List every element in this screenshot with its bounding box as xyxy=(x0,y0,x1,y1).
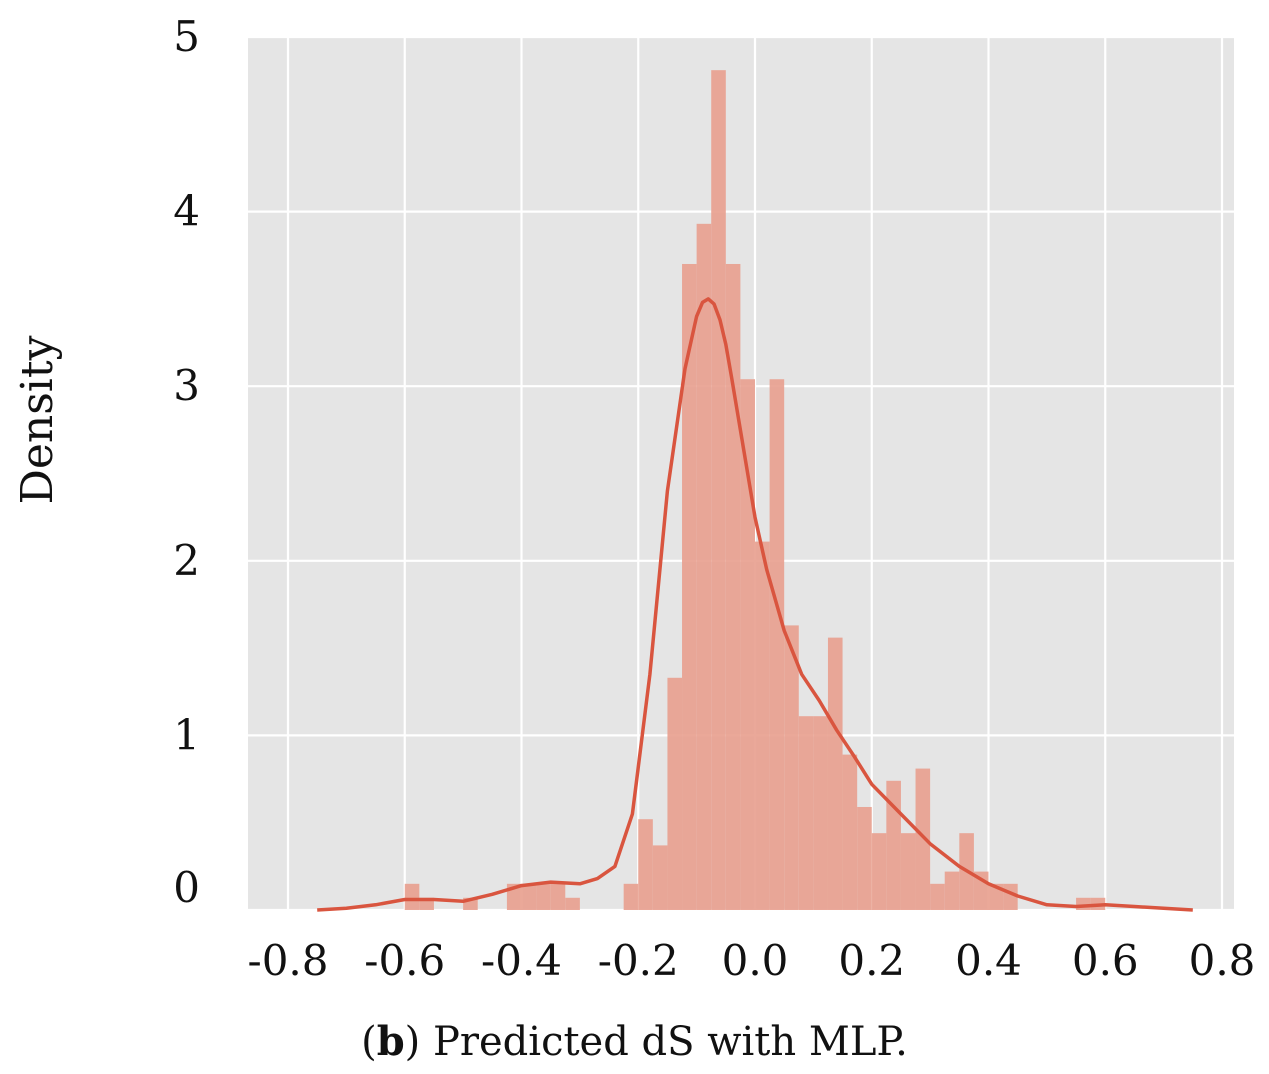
x-tick-label: 0.8 xyxy=(1189,936,1256,985)
histogram-bar xyxy=(667,677,683,910)
caption-letter: b xyxy=(376,1018,405,1065)
histogram-bar xyxy=(565,897,580,910)
histogram-bar xyxy=(886,780,901,910)
y-tick-label: 0 xyxy=(173,863,200,912)
histogram-bar xyxy=(536,883,551,910)
histogram-bar xyxy=(930,883,945,910)
histogram-bar xyxy=(521,883,537,910)
histogram-bar xyxy=(944,871,960,910)
histogram-bar xyxy=(871,833,887,910)
y-tick-label: 1 xyxy=(173,710,200,759)
histogram-bar xyxy=(769,379,785,910)
histogram-bar xyxy=(1076,897,1091,910)
histogram-bar xyxy=(988,883,1004,910)
histogram-bar xyxy=(638,819,653,910)
histogram-bar xyxy=(404,883,420,910)
histogram-bars xyxy=(404,70,1106,911)
histogram-bar xyxy=(798,716,814,910)
x-tick-label: 0.4 xyxy=(955,936,1022,985)
histogram-bar xyxy=(711,70,726,910)
histogram-bar xyxy=(842,754,858,910)
histogram-bar xyxy=(696,223,712,910)
x-tick-label: 0.6 xyxy=(1072,936,1139,985)
histogram-bar xyxy=(915,768,931,910)
histogram-bar xyxy=(682,263,697,911)
y-tick-label: 2 xyxy=(173,536,200,585)
y-axis-ticks: 0 1 2 3 4 5 xyxy=(173,12,200,912)
x-tick-label: 0.0 xyxy=(722,936,789,985)
y-tick-label: 3 xyxy=(173,361,200,410)
x-tick-label: -0.2 xyxy=(598,936,679,985)
y-tick-label: 5 xyxy=(173,12,200,61)
caption-open: ( xyxy=(361,1019,377,1065)
y-tick-label: 4 xyxy=(173,187,200,236)
histogram-bar xyxy=(725,263,741,911)
histogram-bar xyxy=(900,833,916,910)
histogram-bar xyxy=(813,716,828,910)
figure-caption: (b) Predicted dS with MLP. xyxy=(0,1018,1269,1065)
histogram-bar xyxy=(623,883,639,910)
histogram-bar xyxy=(755,541,770,910)
kde-curve xyxy=(317,297,1193,912)
histogram-bar xyxy=(550,883,566,910)
histogram-bar xyxy=(827,637,843,910)
x-tick-label: -0.6 xyxy=(364,936,445,985)
x-tick-label: -0.8 xyxy=(248,936,329,985)
histogram-bar xyxy=(652,845,668,910)
histogram-bar xyxy=(740,379,755,910)
histogram-bar xyxy=(857,806,872,910)
x-tick-label: -0.4 xyxy=(481,936,562,985)
caption-text: ) Predicted dS with MLP. xyxy=(404,1019,908,1065)
x-tick-label: 0.2 xyxy=(838,936,905,985)
density-histogram-chart: 0 1 2 3 4 5 -0.8 -0.6 -0.4 -0.2 0.0 0.2 0.4 0.6 0.8 D… xyxy=(12,12,1256,985)
x-axis-ticks: -0.8 -0.6 -0.4 -0.2 0.0 0.2 0.4 0.6 0.8 xyxy=(248,936,1256,985)
y-axis-label: Density xyxy=(12,335,63,504)
histogram-bar xyxy=(784,625,799,910)
